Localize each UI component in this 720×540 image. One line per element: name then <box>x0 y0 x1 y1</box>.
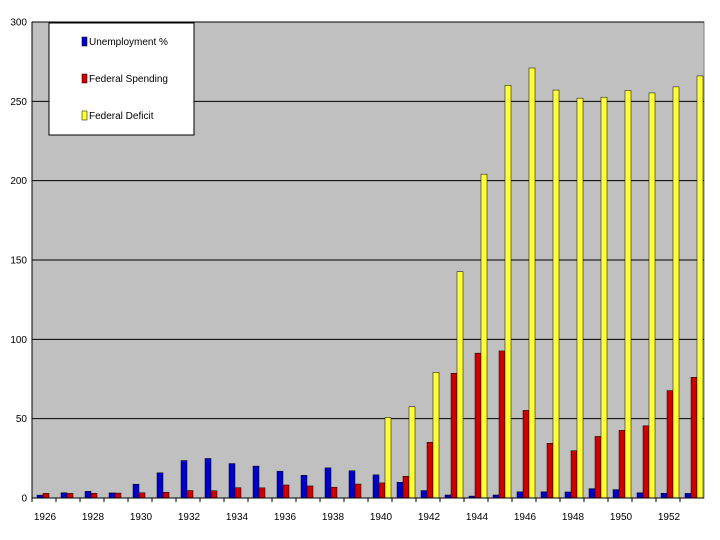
bar <box>396 482 404 499</box>
bar <box>660 492 668 499</box>
bar <box>474 352 482 499</box>
bar <box>600 96 608 499</box>
y-tick-label: 0 <box>21 494 27 505</box>
bar <box>330 486 338 499</box>
y-tick-label: 50 <box>16 414 28 425</box>
x-tick-label: 1948 <box>562 512 585 523</box>
bar <box>258 487 266 499</box>
bar <box>540 491 548 499</box>
bar <box>324 467 332 499</box>
bar <box>114 492 122 499</box>
bar <box>162 492 170 499</box>
bar <box>456 271 464 499</box>
bar <box>522 410 530 499</box>
bar <box>228 463 236 499</box>
bar <box>618 430 626 499</box>
bar <box>516 491 524 499</box>
bar <box>108 492 116 499</box>
bar <box>564 491 572 499</box>
x-tick-label: 1932 <box>178 512 201 523</box>
bar <box>552 89 560 499</box>
bar <box>642 425 650 499</box>
x-tick-label: 1944 <box>466 512 489 523</box>
x-tick-label: 1934 <box>226 512 249 523</box>
bar <box>384 417 392 499</box>
bar <box>432 372 440 499</box>
bar <box>306 485 314 499</box>
bar <box>378 482 386 499</box>
bar <box>648 92 656 499</box>
bar <box>186 490 194 499</box>
bar <box>546 443 554 499</box>
x-tick-label: 1946 <box>514 512 537 523</box>
bar <box>138 492 146 499</box>
legend-swatch <box>81 36 88 47</box>
bar <box>420 490 428 499</box>
bar <box>402 476 410 499</box>
bar <box>132 483 140 499</box>
bar <box>696 75 704 499</box>
y-tick-label: 250 <box>10 97 27 108</box>
bar <box>570 450 578 499</box>
y-tick-label: 100 <box>10 335 27 346</box>
x-tick-label: 1936 <box>274 512 297 523</box>
bar <box>348 470 356 499</box>
legend-label: Federal Deficit <box>89 111 154 122</box>
bar <box>210 490 218 499</box>
y-tick-label: 200 <box>10 176 27 187</box>
bar <box>426 442 434 499</box>
bar <box>612 489 620 499</box>
bar <box>690 377 698 499</box>
bar <box>282 484 290 499</box>
bars <box>36 67 704 499</box>
bar <box>90 492 98 499</box>
legend-box <box>48 22 195 136</box>
bar <box>354 483 362 499</box>
x-tick-label: 1950 <box>610 512 633 523</box>
x-axis: 1926 1928 1930 1932 1934 1936 1938 1940 1942 1944… <box>31 497 704 523</box>
x-tick-label: 1928 <box>82 512 105 523</box>
legend-swatch <box>81 110 88 121</box>
y-tick-label: 150 <box>10 256 27 267</box>
bar <box>450 373 458 499</box>
y-axis: 0 50 100 150 200 250 300 <box>10 18 33 505</box>
bar <box>276 470 284 499</box>
bar <box>504 85 512 499</box>
bar <box>498 350 506 499</box>
x-tick-label: 1942 <box>418 512 441 523</box>
bar <box>42 493 50 499</box>
bar <box>594 436 602 499</box>
bar <box>60 492 68 499</box>
bar <box>372 474 380 499</box>
bar <box>528 67 536 499</box>
bar <box>408 406 416 499</box>
bar <box>588 488 596 499</box>
bar <box>624 90 632 499</box>
bar <box>480 173 488 499</box>
bar <box>234 487 242 499</box>
bar <box>666 390 674 499</box>
bar <box>684 493 692 499</box>
bar <box>576 97 584 499</box>
bar <box>672 86 680 499</box>
legend-label: Unemployment % <box>89 37 168 48</box>
bar <box>66 493 74 499</box>
x-tick-label: 1930 <box>130 512 153 523</box>
bar <box>252 465 260 499</box>
x-tick-label: 1952 <box>658 512 681 523</box>
bar <box>636 492 644 499</box>
x-tick-label: 1926 <box>34 512 57 523</box>
bar <box>204 458 212 499</box>
x-tick-label: 1938 <box>322 512 345 523</box>
bar <box>300 475 308 499</box>
legend: Unemployment % Federal Spending Federal De… <box>48 22 195 136</box>
x-tick-label: 1940 <box>370 512 393 523</box>
y-tick-label: 300 <box>10 18 27 29</box>
bar <box>156 472 164 499</box>
legend-swatch <box>81 73 88 84</box>
legend-label: Federal Spending <box>89 74 168 85</box>
bar <box>84 491 92 499</box>
bar <box>180 460 188 499</box>
